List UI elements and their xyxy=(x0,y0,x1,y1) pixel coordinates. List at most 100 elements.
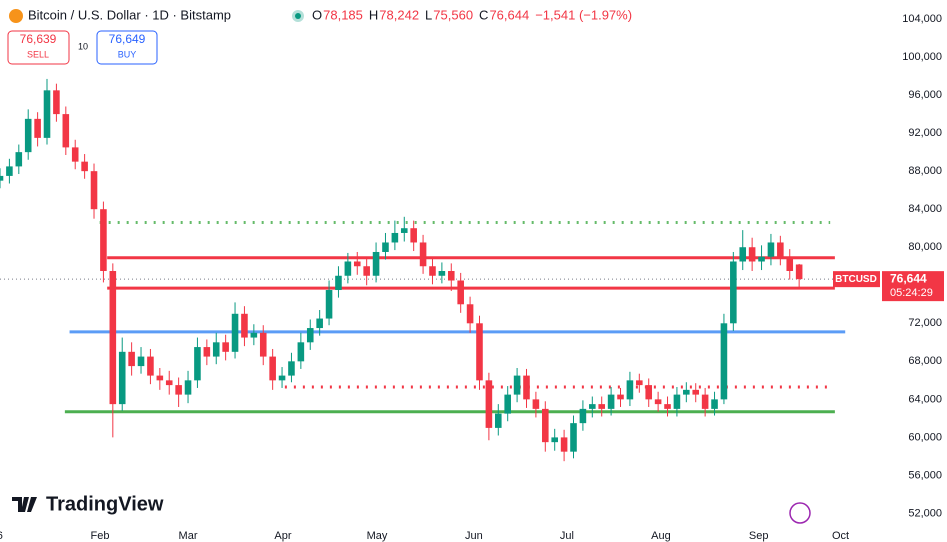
coin-icon xyxy=(9,9,23,23)
y-tick-label: 52,000 xyxy=(908,507,942,519)
buy-button[interactable] xyxy=(96,30,158,65)
y-tick-label: 96,000 xyxy=(908,89,942,101)
candle-body xyxy=(306,328,314,343)
y-tick-label: 92,000 xyxy=(908,127,942,139)
candle-body xyxy=(589,404,596,409)
candle-body xyxy=(100,209,107,271)
y-tick-label: 68,000 xyxy=(908,355,942,367)
y-tick-label: 100,000 xyxy=(902,51,942,63)
symbol-tag: BTCUSD xyxy=(835,274,877,285)
candle-body xyxy=(485,380,493,428)
candle-body xyxy=(278,375,286,381)
ohlc-label: C xyxy=(479,7,488,22)
last-price-label: 76,644 xyxy=(890,271,927,285)
candle-body xyxy=(0,175,4,181)
candle-body xyxy=(372,251,380,276)
candle-body xyxy=(118,351,126,405)
candle-body xyxy=(24,118,32,153)
candle-body xyxy=(194,347,201,381)
last-price-tag xyxy=(882,271,944,302)
ohlc-label: O xyxy=(312,7,322,22)
ohlc-value: 78,185 xyxy=(323,7,363,22)
candle-body xyxy=(250,332,258,338)
ohlc-label: H xyxy=(369,7,378,22)
candle-body xyxy=(175,385,182,395)
candle-body xyxy=(636,380,643,386)
candle-body xyxy=(551,437,558,443)
candle-body xyxy=(241,313,248,338)
candle-body xyxy=(579,408,587,424)
assistant-icon[interactable] xyxy=(789,502,811,524)
ohlc-value: 78,242 xyxy=(379,7,419,22)
candle-body xyxy=(288,361,295,376)
candle-body xyxy=(739,247,747,262)
sell-label[interactable]: SELL xyxy=(27,49,49,59)
y-tick-label: 60,000 xyxy=(908,431,942,443)
candle-body xyxy=(156,375,164,381)
candle-body xyxy=(62,114,70,148)
ohlc-value: 75,560 xyxy=(433,7,473,22)
candle-body xyxy=(645,385,653,400)
candle-body xyxy=(617,394,624,400)
candle-body xyxy=(15,152,23,167)
candle-body xyxy=(466,304,474,324)
candle-body xyxy=(532,399,540,409)
logo: TradingView xyxy=(12,493,164,515)
candle-body xyxy=(542,408,549,443)
candle-body xyxy=(711,399,718,409)
candle-body xyxy=(626,380,634,400)
candle-body xyxy=(429,266,436,276)
chart-title: Bitcoin / U.S. Dollar · 1D · Bitstamp xyxy=(28,7,231,22)
spread: 10 xyxy=(78,41,88,51)
candle-body xyxy=(6,166,13,176)
y-tick-label: 104,000 xyxy=(902,13,942,25)
x-tick-label: Sep xyxy=(749,530,769,542)
candle-body xyxy=(222,342,229,352)
candle-body xyxy=(664,404,671,409)
candle-body xyxy=(410,228,417,243)
candle-body xyxy=(353,261,361,267)
sell-price[interactable]: 76,639 xyxy=(20,32,57,46)
candle-body xyxy=(43,90,51,138)
candle-body xyxy=(203,347,211,357)
candle-body xyxy=(325,290,333,319)
ohlc-value: 76,644 xyxy=(489,7,529,22)
logo-text: TradingView xyxy=(46,493,164,515)
candle-body xyxy=(269,356,276,381)
x-tick-label: May xyxy=(367,530,388,542)
candle-body xyxy=(53,90,60,115)
x-tick-label: Oct xyxy=(832,530,849,542)
countdown: 05:24:29 xyxy=(890,287,933,299)
x-tick-label: Jul xyxy=(560,530,574,542)
candle-body xyxy=(316,318,323,329)
candle-body xyxy=(598,404,605,409)
x-tick-label: Jun xyxy=(465,530,483,542)
y-tick-label: 84,000 xyxy=(908,203,942,215)
candle-body xyxy=(777,242,784,257)
buy-price[interactable]: 76,649 xyxy=(109,32,146,46)
candle-body xyxy=(654,399,662,405)
y-tick-label: 56,000 xyxy=(908,469,942,481)
change: −1,541 (−1.97%) xyxy=(535,7,632,22)
sell-button[interactable] xyxy=(7,30,70,65)
candle-body xyxy=(81,161,88,172)
candle-body xyxy=(476,323,483,381)
candle-body xyxy=(748,247,756,262)
candle-body xyxy=(457,280,464,305)
candle-body xyxy=(231,313,239,352)
candle-body xyxy=(701,394,709,409)
candle-body xyxy=(730,261,737,324)
status-dot xyxy=(295,13,301,19)
candle-body xyxy=(391,232,399,243)
candle-body xyxy=(184,380,192,395)
y-tick-label: 72,000 xyxy=(908,317,942,329)
candle-body xyxy=(570,423,577,452)
y-tick-label: 88,000 xyxy=(908,165,942,177)
candle-body xyxy=(297,342,305,362)
candle-body xyxy=(447,271,455,281)
buy-label[interactable]: BUY xyxy=(118,49,137,59)
x-tick-label: Aug xyxy=(651,530,671,542)
candle-body xyxy=(673,394,681,409)
candle-body xyxy=(523,375,530,400)
